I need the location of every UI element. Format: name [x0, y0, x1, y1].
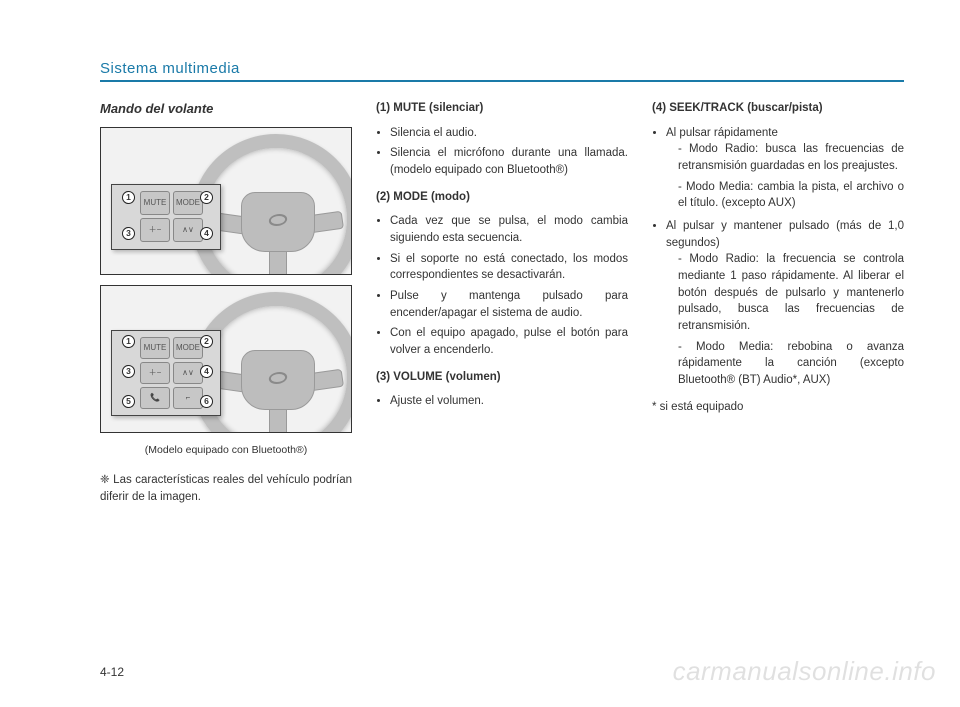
- marker-2: 2: [200, 191, 213, 204]
- note-text: Las características reales del vehículo …: [100, 474, 352, 503]
- item2-list: Cada vez que se pulsa, el modo cambia si…: [376, 213, 628, 358]
- btn-mode: MODE: [173, 337, 203, 359]
- btn-seek: ∧∨: [173, 218, 203, 242]
- item3-head: (3) VOLUME (volumen): [376, 369, 628, 386]
- list-item: Al pulsar rápidamente Modo Radio: busca …: [666, 125, 904, 212]
- section-title: Mando del volante: [100, 100, 352, 119]
- btn-vol: ＋−: [140, 218, 170, 242]
- chapter-title: Sistema multimedia: [100, 60, 904, 80]
- figure-caption: (Modelo equipado con Bluetooth®): [100, 443, 352, 458]
- marker-6: 6: [200, 395, 213, 408]
- sublist: Modo Radio: la frecuencia se controla me…: [666, 251, 904, 388]
- header-rule: [100, 80, 904, 82]
- list-item: Modo Radio: la frecuencia se controla me…: [678, 251, 904, 334]
- marker-4: 4: [200, 365, 213, 378]
- item4-head: (4) SEEK/TRACK (buscar/pista): [652, 100, 904, 117]
- list-item-text: Al pulsar rápidamente: [666, 127, 778, 139]
- item1-list: Silencia el audio. Silencia el micrófono…: [376, 125, 628, 179]
- list-item: Modo Media: cambia la pista, el archivo …: [678, 179, 904, 212]
- btn-end: ⌐: [173, 387, 203, 409]
- list-item: Ajuste el volumen.: [390, 393, 628, 410]
- list-item: Pulse y mantenga pulsado para encender/a…: [390, 288, 628, 321]
- list-item: Silencia el micrófono durante una llamad…: [390, 145, 628, 178]
- marker-1: 1: [122, 191, 135, 204]
- content-columns: Mando del volante MUTE MODE ＋− ∧∨ 1: [100, 100, 904, 513]
- figure-wheel-bluetooth: MUTE MODE ＋− ∧∨ 📞 ⌐ 1 2 3 4 5 6: [100, 285, 352, 433]
- button-inset: MUTE MODE ＋− ∧∨ 📞 ⌐ 1 2 3 4 5 6: [111, 330, 221, 416]
- list-item: Al pulsar y mantener pulsado (más de 1,0…: [666, 218, 904, 389]
- list-item: Si el soporte no está conectado, los mod…: [390, 251, 628, 284]
- figure-wheel-basic: MUTE MODE ＋− ∧∨ 1 2 3 4: [100, 127, 352, 275]
- manual-page: Sistema multimedia Mando del volante MUT…: [0, 0, 960, 707]
- sublist: Modo Radio: busca las frecuencias de ret…: [666, 141, 904, 212]
- button-inset: MUTE MODE ＋− ∧∨ 1 2 3 4: [111, 184, 221, 250]
- btn-mode: MODE: [173, 191, 203, 215]
- btn-vol: ＋−: [140, 362, 170, 384]
- footnote: * si está equipado: [652, 399, 904, 416]
- list-item: Modo Radio: busca las frecuencias de ret…: [678, 141, 904, 174]
- btn-seek: ∧∨: [173, 362, 203, 384]
- note-paragraph: ❈ Las características reales del vehícul…: [100, 472, 352, 505]
- marker-5: 5: [122, 395, 135, 408]
- page-number: 4-12: [100, 665, 124, 679]
- list-item: Cada vez que se pulsa, el modo cambia si…: [390, 213, 628, 246]
- list-item: Modo Media: rebobina o avanza rápidament…: [678, 339, 904, 389]
- marker-3: 3: [122, 365, 135, 378]
- marker-1: 1: [122, 335, 135, 348]
- list-item: Con el equipo apagado, pulse el botón pa…: [390, 325, 628, 358]
- marker-3: 3: [122, 227, 135, 240]
- item2-head: (2) MODE (modo): [376, 189, 628, 206]
- watermark: carmanualsonline.info: [673, 656, 936, 687]
- marker-2: 2: [200, 335, 213, 348]
- item3-list: Ajuste el volumen.: [376, 393, 628, 410]
- column-3: (4) SEEK/TRACK (buscar/pista) Al pulsar …: [652, 100, 904, 513]
- item1-head: (1) MUTE (silenciar): [376, 100, 628, 117]
- btn-mute: MUTE: [140, 191, 170, 215]
- btn-mute: MUTE: [140, 337, 170, 359]
- marker-4: 4: [200, 227, 213, 240]
- note-marker-icon: ❈: [100, 474, 110, 486]
- column-2: (1) MUTE (silenciar) Silencia el audio. …: [376, 100, 628, 513]
- column-1: Mando del volante MUTE MODE ＋− ∧∨ 1: [100, 100, 352, 513]
- btn-call: 📞: [140, 387, 170, 409]
- item4-list: Al pulsar rápidamente Modo Radio: busca …: [652, 125, 904, 389]
- list-item-text: Al pulsar y mantener pulsado (más de 1,0…: [666, 220, 904, 249]
- list-item: Silencia el audio.: [390, 125, 628, 142]
